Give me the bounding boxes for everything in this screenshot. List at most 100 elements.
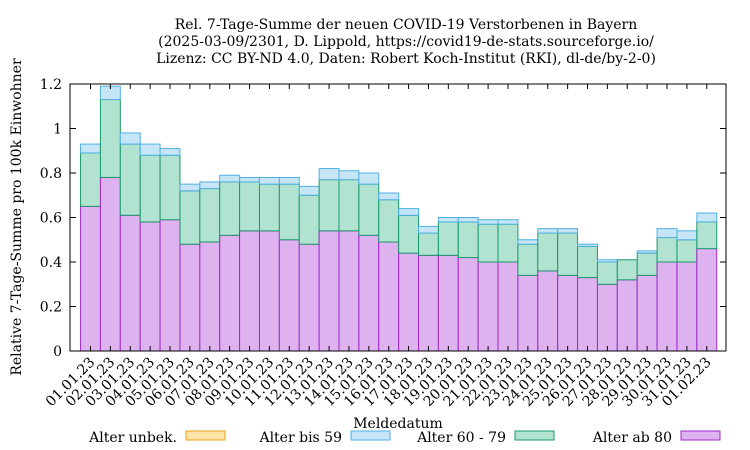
bar-alter-60-79-06.01.23 (179, 190, 201, 245)
legend-swatch-alter-unbek- (185, 430, 226, 441)
bar-alter-ab-80-14.01.23 (338, 230, 360, 352)
bar-alter-60-79-24.01.23 (537, 232, 559, 272)
bar-alter-bis-59-05.01.23 (159, 148, 181, 156)
bar-alter-60-79-04.01.23 (139, 154, 161, 223)
y-tick-label: 0.4 (40, 255, 62, 271)
bar-alter-bis-59-06.01.23 (179, 183, 201, 192)
bar-alter-ab-80-10.01.23 (258, 230, 280, 352)
bar-alter-ab-80-28.01.23 (616, 279, 638, 352)
bar-alter-ab-80-26.01.23 (577, 277, 598, 352)
bar-alter-bis-59-04.01.23 (139, 143, 161, 156)
bar-alter-ab-80-05.01.23 (159, 219, 181, 352)
bar-alter-ab-80-27.01.23 (596, 283, 618, 352)
bar-alter-60-79-27.01.23 (596, 261, 618, 285)
bar-alter-ab-80-21.01.23 (477, 261, 499, 352)
bar-alter-60-79-15.01.23 (358, 183, 380, 236)
chart-title-line-1: Rel. 7-Tage-Summe der neuen COVID-19 Ver… (175, 17, 638, 33)
bar-alter-ab-80-12.01.23 (298, 243, 320, 352)
bar-alter-60-79-01.01.23 (80, 152, 101, 207)
bar-alter-60-79-26.01.23 (577, 245, 598, 279)
bar-alter-60-79-29.01.23 (636, 252, 658, 276)
bar-alter-ab-80-22.01.23 (497, 261, 519, 352)
bar-alter-ab-80-13.01.23 (318, 230, 340, 352)
y-tick-label: 0.8 (40, 166, 62, 182)
bar-alter-60-79-12.01.23 (298, 194, 320, 245)
legend-label-alter-60-79: Alter 60 - 79 (416, 430, 506, 446)
plot-frame (69, 83, 727, 352)
legend-swatch-alter-60-79 (514, 430, 555, 441)
legend-swatch-alter-ab-80 (680, 430, 721, 441)
bar-alter-bis-59-23.01.23 (517, 239, 539, 245)
bar-alter-60-79-31.01.23 (676, 239, 698, 263)
x-axis: 01.01.2302.01.2303.01.2304.01.2305.01.23… (43, 84, 715, 410)
bar-alter-bis-59-03.01.23 (119, 132, 141, 145)
bar-alter-bis-59-14.01.23 (338, 170, 360, 181)
bar-alter-60-79-28.01.23 (616, 259, 638, 281)
bar-alter-bis-59-10.01.23 (258, 176, 280, 185)
bar-alter-60-79-01.02.23 (696, 221, 718, 250)
bar-alter-bis-59-20.01.23 (457, 217, 479, 223)
bar-alter-60-79-19.01.23 (437, 221, 459, 256)
bar-alter-ab-80-01.01.23 (80, 205, 101, 352)
bar-alter-bis-59-17.01.23 (398, 208, 420, 216)
y-tick-label: 1 (53, 122, 62, 138)
bar-alter-60-79-23.01.23 (517, 243, 539, 276)
bar-alter-ab-80-02.01.23 (99, 176, 121, 352)
bar-alter-60-79-20.01.23 (457, 221, 479, 259)
bar-alter-ab-80-20.01.23 (457, 257, 479, 352)
bar-alter-ab-80-18.01.23 (418, 254, 439, 352)
bar-alter-bis-59-08.01.23 (219, 174, 241, 183)
bar-alter-bis-59-01.02.23 (696, 212, 718, 223)
bar-layer (80, 85, 718, 352)
bar-alter-ab-80-16.01.23 (378, 241, 400, 352)
bar-alter-bis-59-19.01.23 (437, 217, 459, 223)
bar-alter-bis-59-26.01.23 (577, 243, 598, 247)
y-tick-label: 0.6 (40, 211, 62, 227)
y-axis-label: Relative 7-Tage-Summe pro 100k Einwohner (9, 58, 25, 376)
bar-alter-60-79-05.01.23 (159, 154, 181, 221)
bar-alter-bis-59-31.01.23 (676, 230, 698, 241)
bar-alter-bis-59-21.01.23 (477, 219, 499, 225)
bar-alter-ab-80-11.01.23 (278, 239, 300, 352)
bar-alter-bis-59-12.01.23 (298, 185, 320, 196)
bar-alter-60-79-07.01.23 (199, 188, 221, 243)
bar-alter-ab-80-06.01.23 (179, 243, 201, 352)
bar-alter-bis-59-25.01.23 (557, 228, 579, 234)
chart-title-line-3: Lizenz: CC BY-ND 4.0, Daten: Robert Koch… (156, 51, 656, 67)
bar-alter-bis-59-22.01.23 (497, 219, 519, 225)
bar-alter-ab-80-09.01.23 (239, 230, 260, 352)
legend: Alter unbek. Alter bis 59 Alter 60 - 79 Alt… (88, 430, 721, 446)
bar-alter-60-79-11.01.23 (278, 183, 300, 241)
bar-alter-ab-80-01.02.23 (696, 248, 718, 352)
y-tick-label: 0.2 (40, 300, 62, 316)
bar-alter-bis-59-30.01.23 (656, 228, 678, 239)
bar-alter-60-79-03.01.23 (119, 143, 141, 216)
bar-alter-bis-59-09.01.23 (239, 176, 260, 183)
bar-alter-60-79-22.01.23 (497, 223, 519, 263)
bar-alter-bis-59-18.01.23 (418, 225, 439, 234)
bar-alter-60-79-13.01.23 (318, 179, 340, 232)
bar-alter-60-79-25.01.23 (557, 232, 579, 276)
x-axis-label: Meldedatum (353, 416, 443, 432)
bar-alter-60-79-09.01.23 (239, 181, 260, 232)
bar-alter-60-79-16.01.23 (378, 199, 400, 243)
chart-title-line-2: (2025-03-09/2301, D. Lippold, https://co… (158, 34, 654, 50)
bar-alter-ab-80-30.01.23 (656, 261, 678, 352)
bar-alter-60-79-10.01.23 (258, 183, 280, 232)
bar-alter-ab-80-08.01.23 (219, 234, 241, 352)
bar-alter-60-79-30.01.23 (656, 237, 678, 263)
bar-alter-60-79-21.01.23 (477, 223, 499, 263)
bar-alter-ab-80-04.01.23 (139, 221, 161, 352)
bar-alter-ab-80-31.01.23 (676, 261, 698, 352)
bar-alter-bis-59-24.01.23 (537, 228, 559, 234)
bar-alter-60-79-02.01.23 (99, 99, 121, 178)
bar-alter-bis-59-13.01.23 (318, 168, 340, 181)
bar-alter-bis-59-11.01.23 (278, 176, 300, 185)
bar-alter-ab-80-17.01.23 (398, 252, 420, 352)
legend-label-alter-unbek-: Alter unbek. (88, 430, 177, 446)
y-tick-label: 1.2 (40, 77, 62, 93)
bar-alter-ab-80-29.01.23 (636, 274, 658, 352)
bar-alter-ab-80-19.01.23 (437, 254, 459, 352)
bar-alter-ab-80-23.01.23 (517, 274, 539, 352)
